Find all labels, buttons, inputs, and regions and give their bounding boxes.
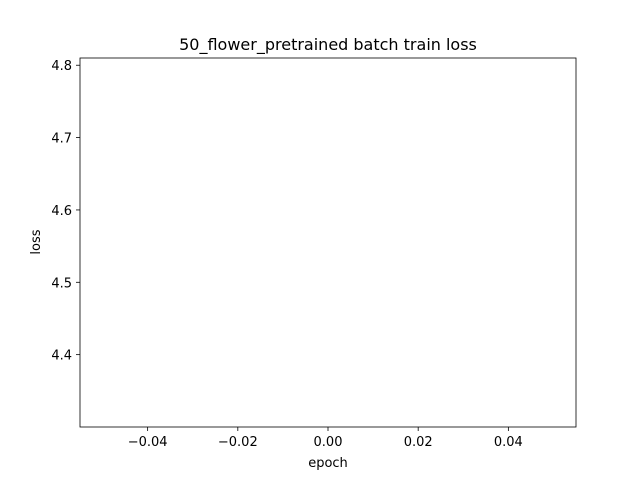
- y-axis-ticks: 4.4 4.5 4.6 4.7 4.8: [51, 59, 80, 364]
- x-tick-label: −0.02: [218, 435, 258, 450]
- x-tick-label: −0.04: [128, 435, 168, 450]
- y-tick-label: 4.7: [51, 132, 72, 147]
- x-tick-label: 0.02: [404, 435, 433, 450]
- x-axis-ticks: −0.04 −0.02 0.00 0.02 0.04: [128, 427, 523, 450]
- x-tick-label: 0.00: [314, 435, 343, 450]
- y-tick-label: 4.4: [51, 349, 72, 364]
- y-tick-label: 4.5: [51, 276, 72, 291]
- plot-area-frame: [79, 57, 577, 428]
- x-axis-label: epoch: [308, 456, 348, 471]
- y-tick-label: 4.8: [51, 59, 72, 74]
- chart-title: 50_flower_pretrained batch train loss: [179, 35, 477, 55]
- x-tick-label: 0.04: [494, 435, 523, 450]
- y-axis-label: loss: [29, 229, 44, 254]
- y-tick-label: 4.6: [51, 204, 72, 219]
